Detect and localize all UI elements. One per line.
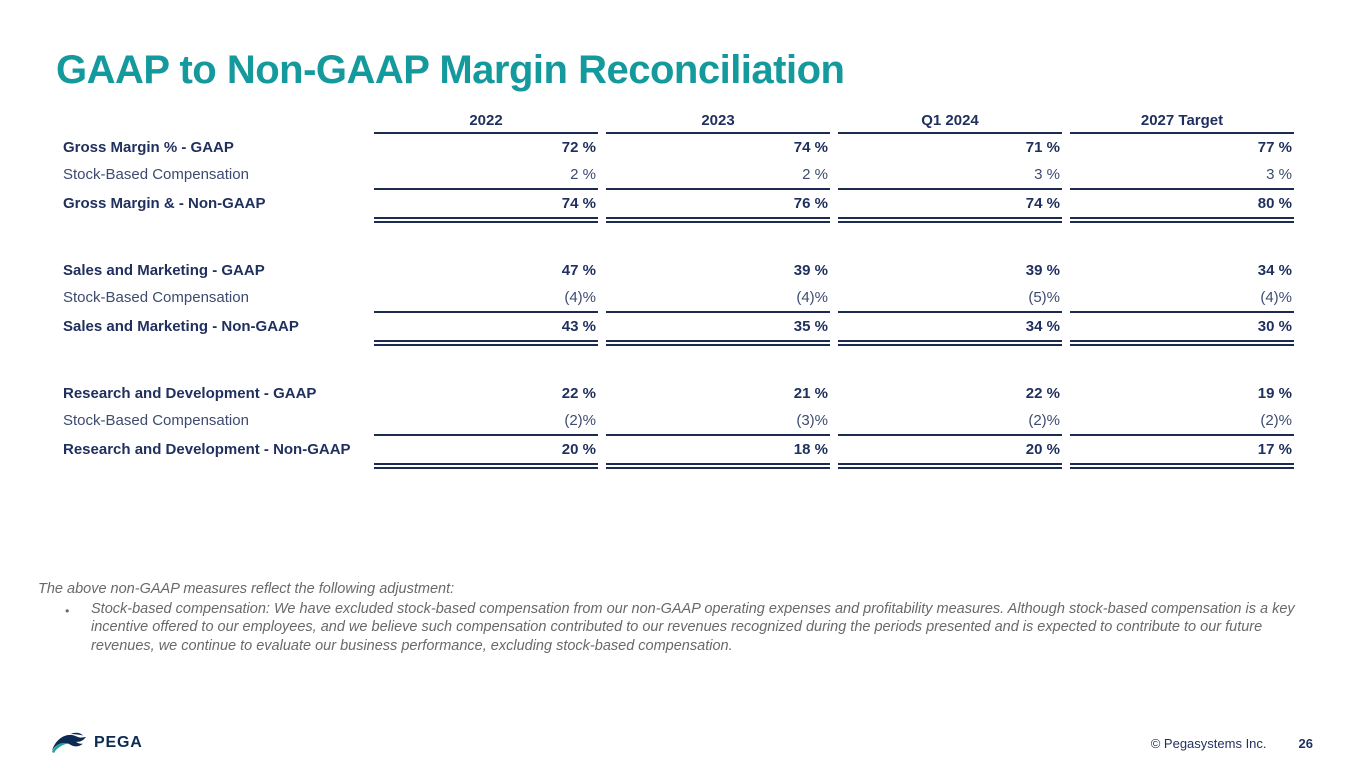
cell-value: 72 % <box>561 139 596 156</box>
row-label: Sales and Marketing - Non-GAAP <box>63 318 299 335</box>
pega-logo: PEGA <box>51 731 143 755</box>
cell-value: 74 % <box>838 190 1062 223</box>
cell-value: 3 % <box>838 161 1062 190</box>
slide-footer: © Pegasystems Inc. 26 <box>1151 736 1313 751</box>
footnote-bullet-item: • Stock-based compensation: We have excl… <box>65 600 1300 656</box>
margin-reconciliation-table: 2022 2023 Q1 2024 2027 Target Gross Marg… <box>63 106 1294 469</box>
block-spacer <box>63 223 1294 257</box>
cell-value: (4)% <box>1070 284 1294 313</box>
cell-value: 43 % <box>374 313 598 346</box>
pega-bird-icon <box>51 731 87 755</box>
cell-value: 22 % <box>1025 385 1060 402</box>
cell-value: (5)% <box>838 284 1062 313</box>
cell-value: 20 % <box>838 436 1062 469</box>
cell-value: 71 % <box>1025 139 1060 156</box>
cell-value: 74 % <box>793 139 828 156</box>
cell-value: 39 % <box>1025 262 1060 279</box>
cell-value: 80 % <box>1070 190 1294 223</box>
cell-value: 17 % <box>1070 436 1294 469</box>
cell-value: 3 % <box>1070 161 1294 190</box>
cell-value: 22 % <box>561 385 596 402</box>
row-label: Research and Development - Non-GAAP <box>63 441 351 458</box>
row-label: Gross Margin & - Non-GAAP <box>63 195 266 212</box>
footnote-bullet-text: Stock-based compensation: We have exclud… <box>91 600 1295 654</box>
cell-value: (4)% <box>374 284 598 313</box>
bullet-marker: • <box>65 603 70 618</box>
cell-value: 77 % <box>1257 139 1292 156</box>
footnote: The above non-GAAP measures reflect the … <box>38 580 1300 655</box>
column-header-2023: 2023 <box>606 106 830 134</box>
column-header-2022: 2022 <box>374 106 598 134</box>
cell-value: 19 % <box>1257 385 1292 402</box>
cell-value: (2)% <box>838 407 1062 436</box>
footnote-intro: The above non-GAAP measures reflect the … <box>38 581 455 597</box>
cell-value: 74 % <box>374 190 598 223</box>
cell-value: 47 % <box>561 262 596 279</box>
row-label: Stock-Based Compensation <box>63 289 249 306</box>
cell-value: 21 % <box>793 385 828 402</box>
cell-value: 2 % <box>374 161 598 190</box>
cell-value: (3)% <box>606 407 830 436</box>
row-label: Sales and Marketing - GAAP <box>63 262 265 279</box>
row-label: Stock-Based Compensation <box>63 166 249 183</box>
cell-value: (2)% <box>1070 407 1294 436</box>
cell-value: 34 % <box>838 313 1062 346</box>
column-header-2027-target: 2027 Target <box>1070 106 1294 134</box>
row-label: Gross Margin % - GAAP <box>63 139 234 156</box>
pega-logo-wordmark: PEGA <box>94 734 143 751</box>
block-spacer <box>63 346 1294 380</box>
page-title: GAAP to Non-GAAP Margin Reconciliation <box>56 48 845 92</box>
cell-value: 39 % <box>793 262 828 279</box>
cell-value: 2 % <box>606 161 830 190</box>
page-number: 26 <box>1298 736 1313 751</box>
header-spacer-cell <box>63 106 366 132</box>
copyright-text: © Pegasystems Inc. <box>1150 736 1267 751</box>
cell-value: 30 % <box>1070 313 1294 346</box>
cell-value: 35 % <box>606 313 830 346</box>
row-label: Research and Development - GAAP <box>63 385 317 402</box>
cell-value: 18 % <box>606 436 830 469</box>
cell-value: (2)% <box>374 407 598 436</box>
cell-value: 76 % <box>606 190 830 223</box>
row-label: Stock-Based Compensation <box>63 412 249 429</box>
column-header-q1-2024: Q1 2024 <box>838 106 1062 134</box>
cell-value: 34 % <box>1257 262 1292 279</box>
cell-value: (4)% <box>606 284 830 313</box>
cell-value: 20 % <box>374 436 598 469</box>
